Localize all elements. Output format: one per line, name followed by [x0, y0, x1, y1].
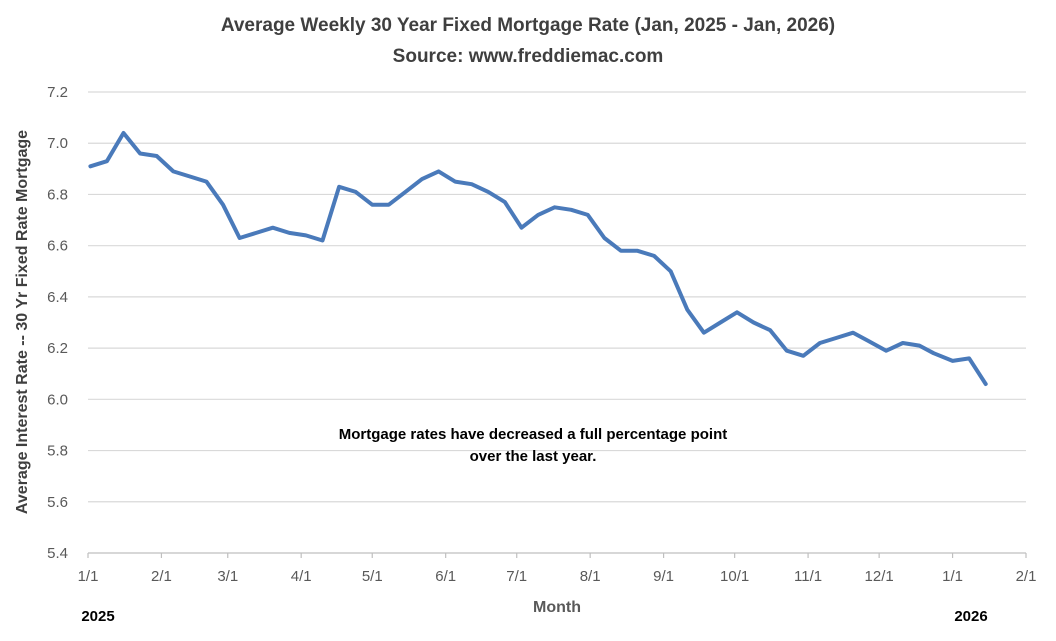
- y-tick-label: 6.6: [47, 238, 68, 255]
- x-tick-label: 4/1: [291, 568, 312, 585]
- y-tick-label: 5.4: [47, 545, 68, 562]
- x-tick-label: 5/1: [362, 568, 383, 585]
- annotation-line-2: over the last year.: [469, 448, 597, 465]
- x-tick-label: 12/1: [865, 568, 894, 585]
- y-tick-label: 7.2: [47, 84, 68, 101]
- x-axis-title: Month: [533, 599, 581, 616]
- chart-title: Average Weekly 30 Year Fixed Mortgage Ra…: [220, 15, 836, 36]
- y-tick-label: 6.2: [47, 340, 68, 357]
- x-tick-label: 1/1: [942, 568, 963, 585]
- x-tick-label: 2/1: [151, 568, 172, 585]
- y-tick-label: 6.0: [47, 391, 68, 408]
- y-tick-label: 6.8: [47, 186, 68, 203]
- x-tick-label: 11/1: [794, 568, 822, 585]
- x-tick-label: 9/1: [653, 568, 674, 585]
- chart-header: Average Weekly 30 Year Fixed Mortgage Ra…: [0, 10, 1056, 72]
- y-tick-label: 5.8: [47, 443, 68, 460]
- x-tick-label: 1/1: [78, 568, 99, 585]
- x-tick-label: 10/1: [720, 568, 749, 585]
- x-tick-label: 7/1: [506, 568, 527, 585]
- rate-line-series: [88, 131, 988, 386]
- x-tick-label: 6/1: [435, 568, 456, 585]
- year-label-2025: 2025: [81, 608, 115, 625]
- y-tick-label: 6.4: [47, 289, 68, 306]
- year-label-2026: 2026: [954, 608, 988, 625]
- x-tick-label: 3/1: [217, 568, 238, 585]
- chart-source: Source: www.freddiemac.com: [392, 46, 664, 67]
- y-tick-label: 5.6: [47, 494, 68, 511]
- x-tick-label: 8/1: [580, 568, 601, 585]
- x-tick-label: 2/1: [1016, 568, 1037, 585]
- y-tick-label: 7.0: [47, 135, 68, 152]
- chart-annotation: Mortgage rates have decreased a full per…: [288, 424, 778, 468]
- annotation-line-1: Mortgage rates have decreased a full per…: [338, 426, 728, 443]
